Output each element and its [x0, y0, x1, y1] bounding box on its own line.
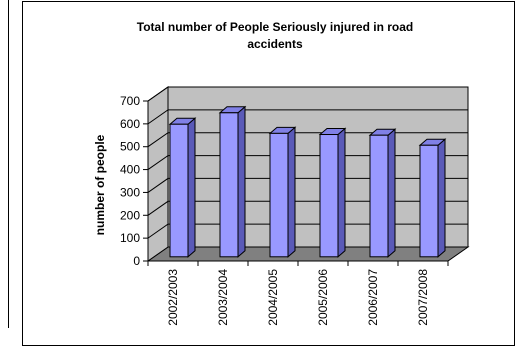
y-tick-label: 500	[120, 140, 140, 154]
bar	[219, 112, 239, 258]
bar	[269, 132, 289, 258]
chart-title-line-2: accidents	[247, 37, 303, 51]
bar	[369, 134, 389, 258]
bar-side	[437, 138, 446, 258]
chart-title-line-1: Total number of People Seriously injured…	[137, 20, 413, 34]
y-tick-label: 300	[120, 185, 140, 199]
bar	[419, 144, 439, 258]
y-tick-label: 400	[120, 163, 140, 177]
x-tick-label: 2007/2008	[416, 269, 430, 326]
gridline	[147, 200, 468, 216]
chart-side-wall	[147, 86, 169, 262]
bar	[169, 123, 189, 258]
x-tick-label: 2006/2007	[366, 269, 380, 326]
y-axis-label: number of people	[93, 134, 107, 235]
gridline	[147, 86, 468, 102]
bar-side	[237, 105, 246, 258]
y-tick-label: 600	[120, 117, 140, 131]
y-tick-label: 0	[133, 254, 140, 268]
gridline	[147, 177, 468, 193]
bar-side	[337, 127, 346, 258]
x-tick-label: 2003/2004	[216, 269, 230, 326]
bar-side	[187, 117, 196, 258]
x-tick-label: 2004/2005	[266, 269, 280, 326]
chart-container: Total number of People Seriously injured…	[22, 1, 515, 346]
gridline	[147, 109, 468, 125]
y-tick-label: 100	[120, 231, 140, 245]
bar-side	[287, 126, 296, 258]
x-tick-label: 2002/2003	[166, 269, 180, 326]
chart-back-wall	[167, 86, 469, 248]
x-tick-label: 2005/2006	[316, 269, 330, 326]
gridline	[147, 132, 468, 148]
y-tick-label: 200	[120, 208, 140, 222]
gridline	[147, 155, 468, 170]
bar-side	[387, 128, 396, 258]
bar	[319, 134, 339, 258]
bar-chart: Total number of People Seriously injured…	[93, 20, 470, 326]
adjacent-panel-edge	[0, 0, 9, 328]
gridline	[147, 223, 468, 239]
y-tick-label: 700	[120, 94, 140, 108]
